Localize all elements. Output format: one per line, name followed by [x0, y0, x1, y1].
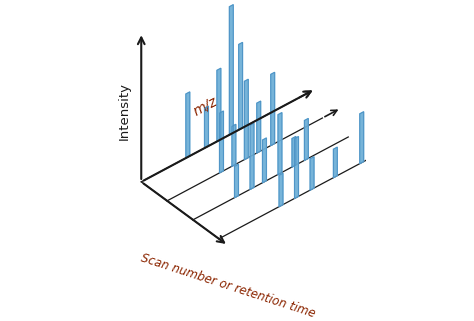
Polygon shape	[292, 136, 296, 167]
Text: Intensity: Intensity	[118, 82, 131, 140]
Polygon shape	[217, 68, 221, 142]
Polygon shape	[333, 147, 337, 178]
Polygon shape	[257, 101, 261, 153]
Polygon shape	[278, 113, 282, 174]
Polygon shape	[279, 173, 283, 207]
Polygon shape	[245, 79, 248, 160]
Polygon shape	[219, 111, 223, 173]
Polygon shape	[263, 138, 266, 183]
Polygon shape	[294, 136, 299, 198]
Polygon shape	[186, 92, 190, 158]
Polygon shape	[250, 123, 254, 189]
Polygon shape	[239, 42, 243, 130]
Text: m/z: m/z	[191, 94, 220, 118]
Polygon shape	[235, 164, 238, 198]
Polygon shape	[360, 112, 364, 164]
Polygon shape	[271, 72, 274, 145]
Polygon shape	[310, 157, 314, 190]
Polygon shape	[232, 124, 236, 166]
Text: Scan number or retention time: Scan number or retention time	[139, 251, 317, 320]
Polygon shape	[304, 118, 308, 160]
Polygon shape	[229, 5, 233, 135]
Polygon shape	[204, 106, 209, 148]
